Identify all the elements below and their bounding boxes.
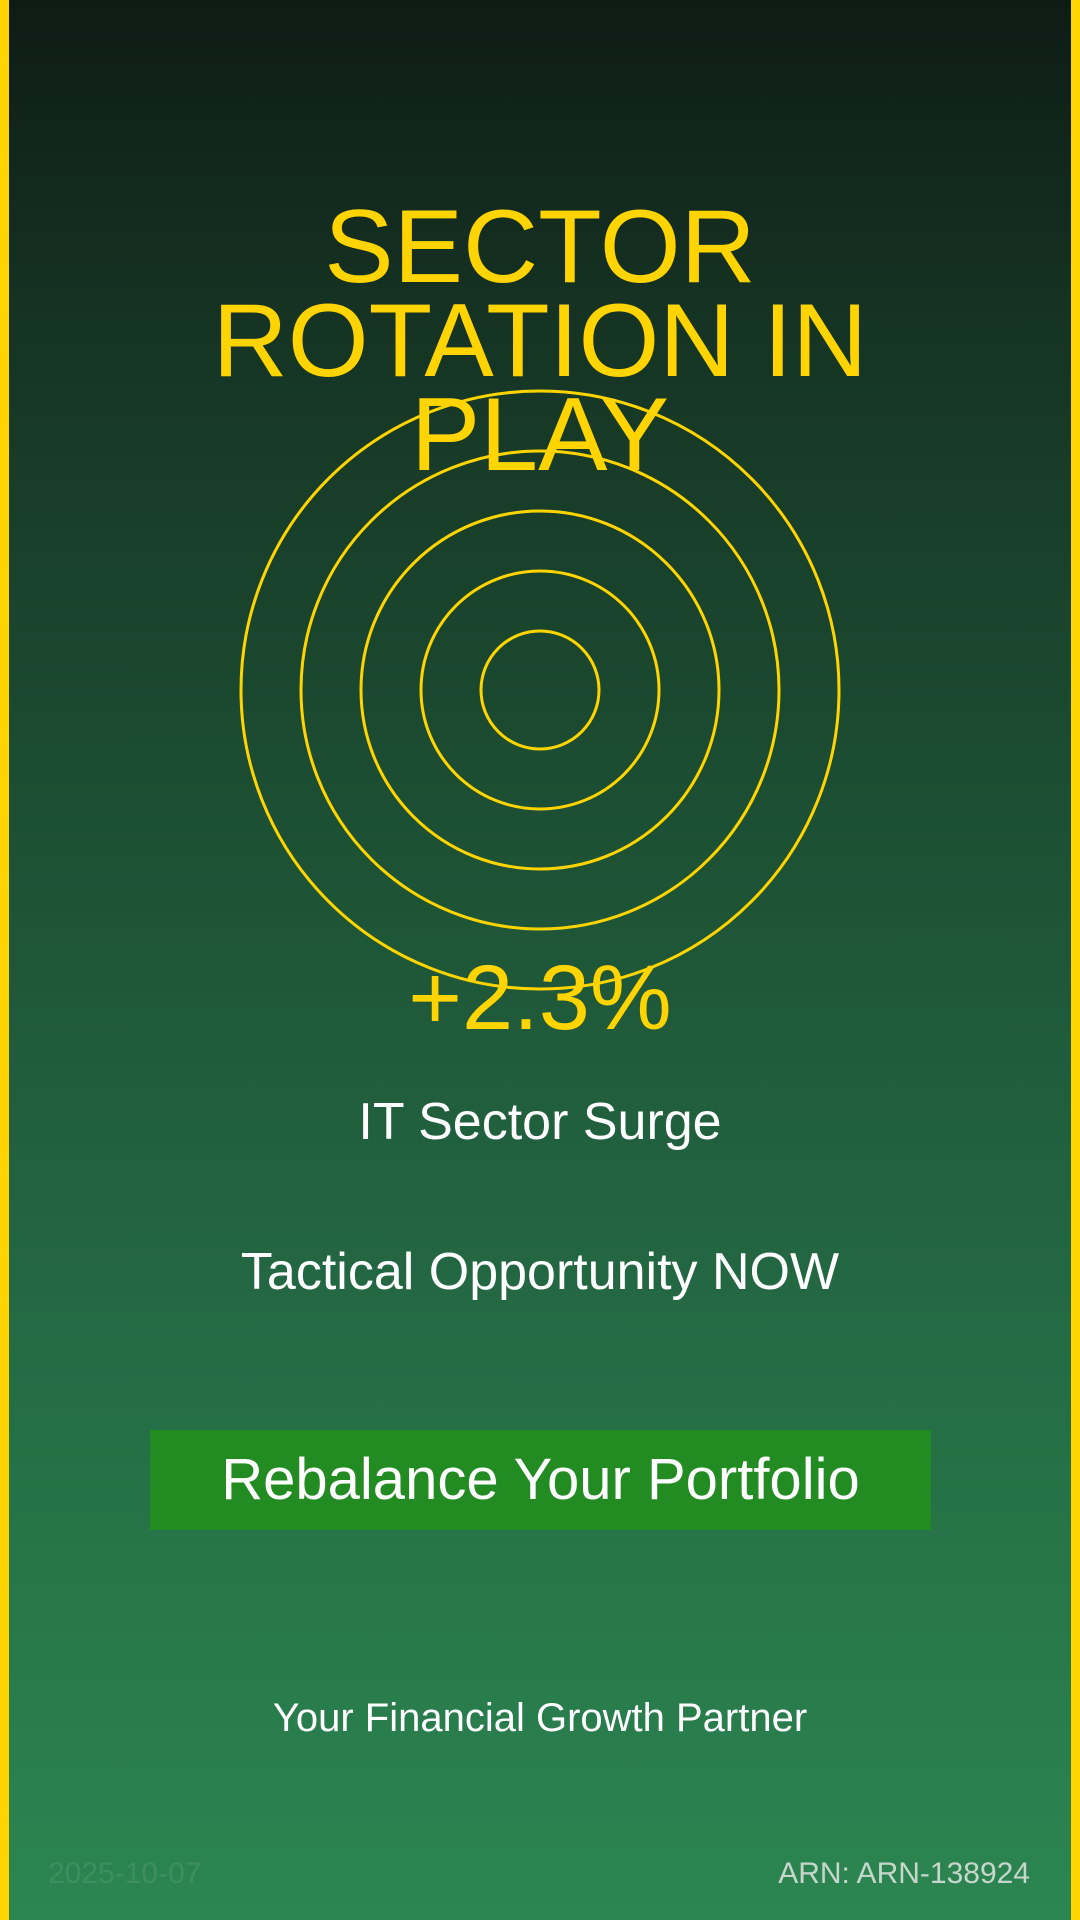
rebalance-portfolio-button[interactable]: Rebalance Your Portfolio <box>150 1430 931 1530</box>
ring-4 <box>299 449 781 931</box>
ring-3 <box>359 509 721 871</box>
ring-1 <box>479 629 601 751</box>
tactical-line: Tactical Opportunity NOW <box>240 1243 840 1301</box>
percentage-stat: +2.3% <box>408 947 672 1049</box>
footer-date: 2025-10-07 <box>48 1857 202 1890</box>
ring-2 <box>419 569 661 811</box>
tagline: Your Financial Growth Partner <box>272 1696 808 1740</box>
footer-arn: ARN: ARN-138924 <box>778 1857 1030 1890</box>
sector-line: IT Sector Surge <box>358 1093 722 1151</box>
headline: SECTOR ROTATION IN PLAY <box>212 189 868 493</box>
right-border <box>1071 0 1080 1920</box>
left-border <box>0 0 9 1920</box>
